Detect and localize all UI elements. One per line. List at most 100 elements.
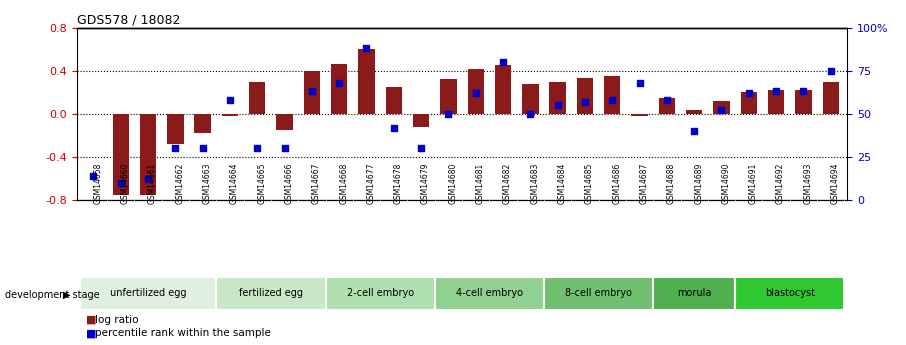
Bar [740,92,757,114]
Text: 4-cell embryo: 4-cell embryo [456,288,523,298]
Bar [276,114,293,130]
Bar [522,84,538,114]
Text: GSM14664: GSM14664 [230,162,239,204]
Point [824,68,838,73]
Bar [467,69,484,114]
Bar [435,277,544,310]
Text: GSM14692: GSM14692 [776,162,786,204]
Text: GSM14661: GSM14661 [148,162,157,204]
Bar [604,76,621,114]
Text: GSM14665: GSM14665 [257,162,266,204]
Point [196,146,210,151]
Point [387,125,401,130]
Point [687,128,701,134]
Text: ▶: ▶ [63,290,71,300]
Point [605,97,620,103]
Bar [686,110,702,114]
Text: GSM14660: GSM14660 [120,162,130,204]
Text: 2-cell embryo: 2-cell embryo [347,288,414,298]
Point [140,177,155,182]
Text: GSM14689: GSM14689 [694,162,703,204]
Point [332,80,346,86]
Point [223,97,237,103]
Text: GSM14684: GSM14684 [557,162,566,204]
Bar [331,64,347,114]
Text: GSM14682: GSM14682 [503,162,512,204]
Bar [167,114,184,144]
Text: unfertilized egg: unfertilized egg [110,288,187,298]
Text: GSM14677: GSM14677 [367,162,375,204]
Point [441,111,456,117]
Bar [440,79,457,114]
Bar [112,114,129,195]
Text: GSM14687: GSM14687 [640,162,649,204]
Text: GSM14663: GSM14663 [203,162,212,204]
Text: percentile rank within the sample: percentile rank within the sample [95,328,271,338]
Point [660,97,674,103]
Text: fertilized egg: fertilized egg [239,288,303,298]
Text: GSM14666: GSM14666 [284,162,294,204]
Text: morula: morula [677,288,711,298]
Bar [735,277,844,310]
Point [277,146,292,151]
Point [304,89,319,94]
Text: GSM14690: GSM14690 [721,162,730,204]
Point [632,80,647,86]
Point [741,90,756,96]
Point [769,89,784,94]
Bar [195,114,211,133]
Point [496,59,510,65]
Text: GSM14679: GSM14679 [421,162,430,204]
Bar [713,101,729,114]
Text: GSM14694: GSM14694 [831,162,840,204]
Bar [325,277,435,310]
Bar [304,71,320,114]
Text: GSM14680: GSM14680 [448,162,458,204]
Point [113,180,128,186]
Bar [823,81,839,114]
Text: development stage: development stage [5,290,99,300]
Text: GSM14686: GSM14686 [612,162,622,204]
Point [169,146,183,151]
Text: GSM14681: GSM14681 [476,162,485,204]
Point [86,173,101,179]
Bar [249,81,265,114]
Bar [222,114,238,116]
Bar [659,98,675,114]
Text: GSM14662: GSM14662 [176,162,184,204]
Point [523,111,537,117]
Point [468,90,483,96]
Point [714,108,728,113]
Bar [80,277,217,310]
Bar [577,78,593,114]
Point [414,146,429,151]
Bar [217,277,325,310]
Text: 8-cell embryo: 8-cell embryo [565,288,632,298]
Point [578,99,593,105]
Text: GSM14693: GSM14693 [804,162,813,204]
Bar [386,87,402,114]
Point [796,89,811,94]
Text: GSM14678: GSM14678 [394,162,403,204]
Text: GSM14683: GSM14683 [530,162,539,204]
Text: log ratio: log ratio [95,315,139,325]
Bar [653,277,735,310]
Text: GSM14658: GSM14658 [93,162,102,204]
Text: GSM14667: GSM14667 [312,162,321,204]
Point [360,46,374,51]
Bar [413,114,429,127]
Bar [795,90,812,114]
Bar [768,90,785,114]
Text: GSM14685: GSM14685 [585,162,594,204]
Text: GSM14668: GSM14668 [339,162,348,204]
Bar [549,81,566,114]
Text: blastocyst: blastocyst [765,288,814,298]
Bar [140,114,156,195]
Bar [358,49,375,114]
Text: ■: ■ [86,328,97,338]
Bar [544,277,653,310]
Text: GDS578 / 18082: GDS578 / 18082 [77,13,180,27]
Bar [631,114,648,116]
Point [250,146,265,151]
Bar [495,65,511,114]
